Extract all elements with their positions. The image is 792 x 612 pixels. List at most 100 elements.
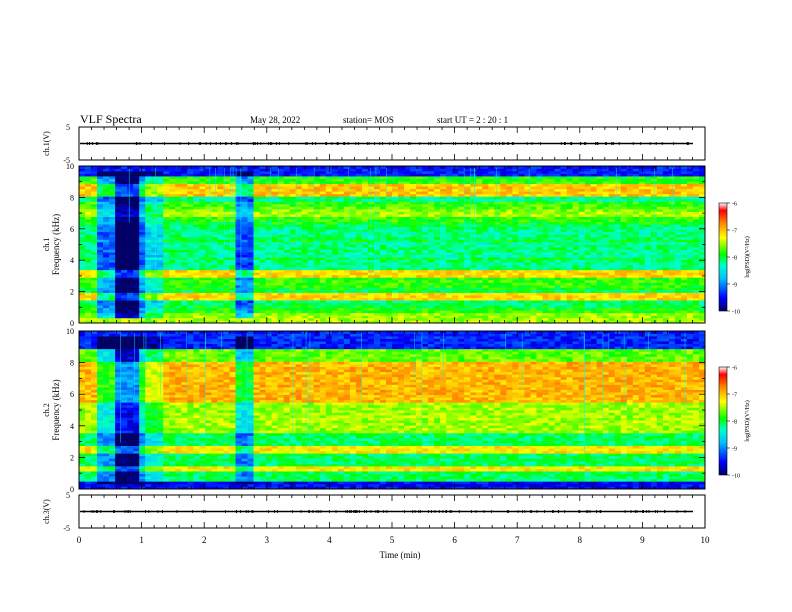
spectrogram-cell [199, 203, 206, 207]
spectrogram-cell [542, 209, 549, 212]
spectrogram-cell [536, 188, 543, 192]
spectrogram-cell [398, 244, 405, 248]
spectrogram-cell [157, 295, 164, 298]
spectrogram-cell [283, 166, 290, 169]
spectrogram-cell [325, 252, 333, 255]
spectrogram-cell [488, 231, 495, 235]
spectrogram-cell [265, 206, 272, 210]
spectrogram-cell [379, 241, 387, 245]
spectrogram-cell [560, 297, 567, 301]
spectrogram-cell [265, 257, 272, 260]
spectrogram-cell [181, 219, 188, 223]
spectrogram-cell [470, 203, 477, 207]
spectrogram-cell [349, 254, 357, 258]
spectrogram-cell [223, 317, 230, 321]
spectrogram-cell [476, 292, 483, 296]
spectrogram-cell [253, 290, 260, 293]
spectrogram-cell [97, 236, 104, 240]
spectrogram-cell [542, 186, 549, 190]
spectrogram-cell [241, 196, 248, 200]
spectrogram-cell [175, 176, 182, 179]
spectrogram-cell [301, 272, 309, 276]
spectrogram-cell [355, 178, 363, 182]
spectrogram-cell [235, 302, 242, 306]
spectrogram-cell [295, 244, 303, 248]
spectrogram-cell [385, 312, 393, 316]
spectrogram-cell [494, 229, 501, 233]
spectrogram-cell [157, 305, 164, 309]
spectrogram-cell [392, 183, 399, 187]
spectrogram-cell [247, 224, 254, 228]
spectrogram-cell [410, 290, 417, 293]
spectrogram-cell [548, 224, 555, 228]
spectrogram-cell [121, 310, 128, 314]
spectrogram-cell [476, 219, 483, 223]
spectrogram-cell [175, 307, 182, 311]
spectrogram-cell [446, 262, 453, 266]
spectrogram-cell [259, 244, 266, 248]
spectrogram-cell [500, 209, 507, 212]
spectrogram-cell [175, 198, 182, 202]
spectrogram-cell [247, 307, 254, 311]
spectrogram-cell [241, 305, 248, 309]
spectrogram-cell [139, 244, 146, 248]
spectrogram-cell [301, 234, 309, 238]
spectrogram-cell [349, 168, 357, 172]
spectrogram-cell [554, 297, 561, 301]
spectrogram-cell [163, 274, 170, 278]
spectrogram-cell [301, 226, 309, 230]
spectrogram-cell [211, 315, 218, 319]
spectrogram-cell [79, 312, 86, 316]
spectrogram-cell [398, 226, 405, 230]
spectrogram-cell [548, 186, 555, 190]
spectrogram-cell [349, 310, 357, 314]
spectrogram-cell [97, 226, 104, 230]
spectrogram-cell [536, 229, 543, 233]
spectrogram-cell [452, 287, 459, 291]
spectrogram-cell [554, 171, 561, 174]
spectrogram-cell [205, 297, 212, 301]
spectrogram-cell [127, 188, 134, 192]
spectrogram-cell [79, 307, 86, 311]
spectrogram-cell [512, 168, 519, 172]
spectrogram-cell [331, 264, 339, 268]
spectrogram-cell [265, 279, 272, 283]
spectrogram-cell [349, 247, 357, 250]
spectrogram-cell [253, 211, 260, 215]
spectrogram-cell [434, 282, 441, 286]
spectrogram-cell [422, 214, 429, 217]
spectrogram-cell [235, 211, 242, 215]
spectrogram-cell [524, 249, 531, 253]
spectrogram-cell [416, 297, 423, 301]
spectrogram-cell [217, 282, 224, 286]
spectrogram-cell [205, 247, 212, 250]
spectrogram-cell [446, 219, 453, 223]
spectrogram-cell [482, 292, 489, 296]
spectrogram-cell [127, 295, 134, 298]
spectrogram-cell [542, 221, 549, 225]
spectrogram-cell [560, 292, 567, 296]
spectrogram-cell [265, 241, 272, 245]
spectrogram-cell [325, 307, 333, 311]
spectrogram-cell [187, 191, 194, 195]
spectrogram-cell [241, 173, 248, 177]
spectrogram-cell [398, 267, 405, 271]
spectrogram-cell [355, 183, 363, 187]
spectrogram-cell [187, 305, 194, 309]
spectrogram-cell [464, 231, 471, 235]
spectrogram-cell [169, 254, 176, 258]
spectrogram-cell [235, 193, 242, 197]
spectrogram-cell [79, 236, 86, 240]
spectrogram-cell [157, 226, 164, 230]
spectrogram-cell [181, 247, 188, 250]
spectrogram-cell [404, 277, 411, 281]
spectrogram-cell [97, 183, 104, 187]
spectrogram-cell [422, 206, 429, 210]
spectrogram-cell [500, 231, 507, 235]
spectrogram-cell [530, 234, 537, 238]
spectrogram-cell [217, 166, 224, 169]
spectrogram-cell [392, 224, 399, 228]
spectrogram-cell [548, 201, 555, 205]
spectrogram-cell [91, 247, 98, 250]
spectrogram-cell [518, 254, 525, 258]
